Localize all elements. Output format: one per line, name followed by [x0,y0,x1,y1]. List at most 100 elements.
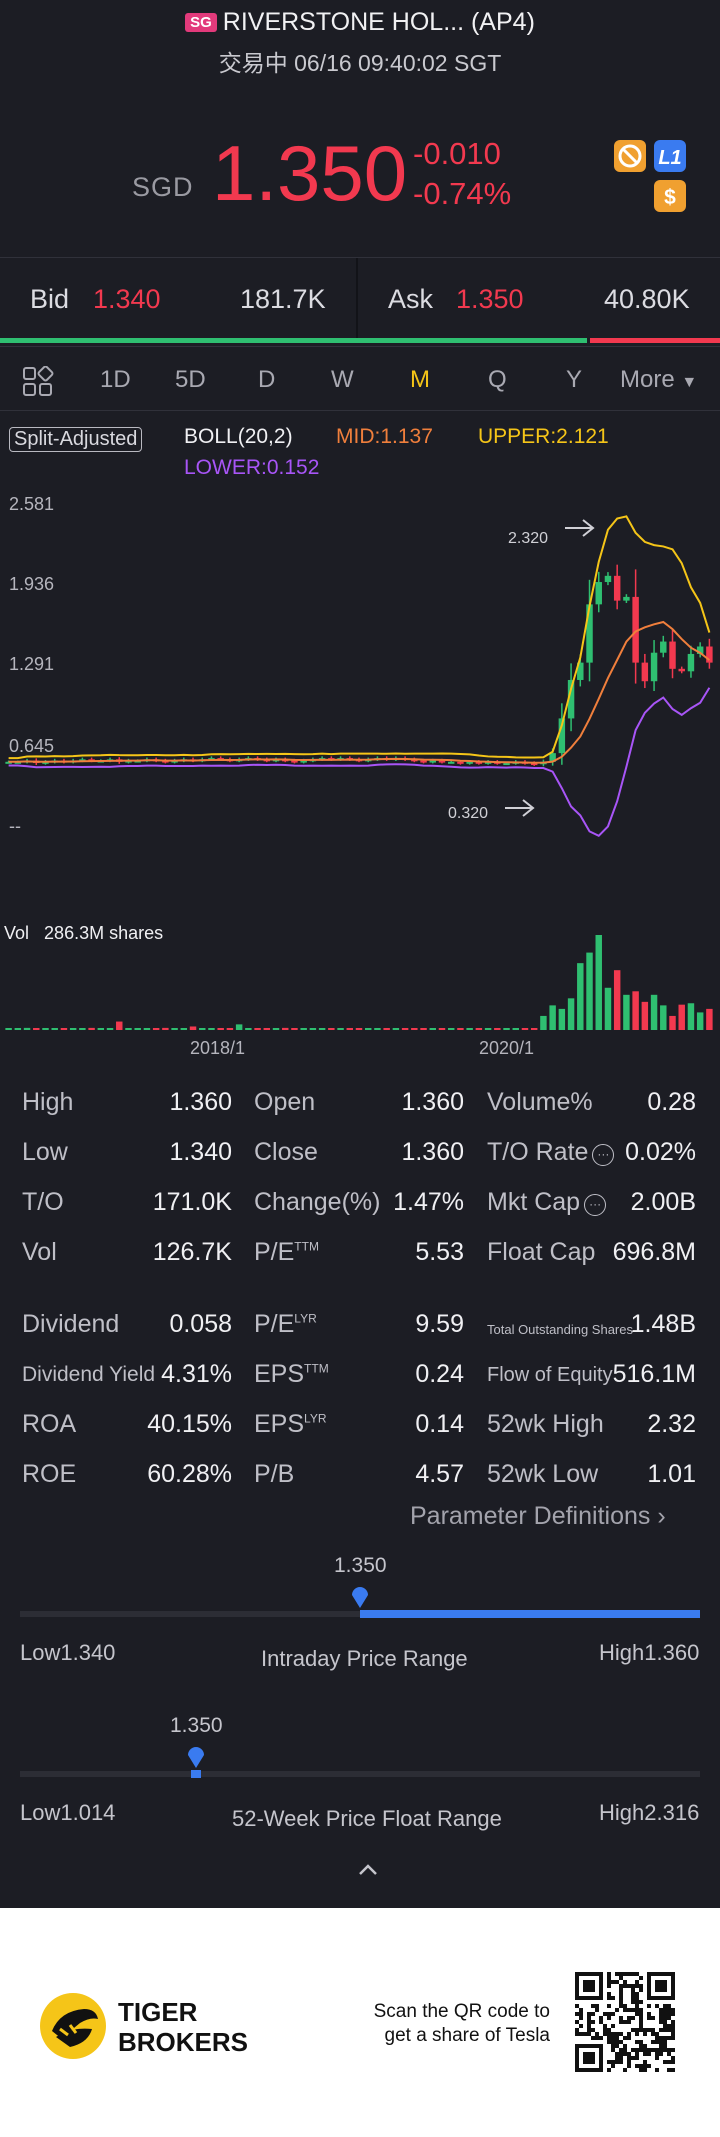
tab-quarter[interactable]: Q [488,366,507,393]
stat-label-text: ROA [22,1410,77,1438]
week52-caption: 52-Week Price Float Range [232,1806,502,1831]
volume-bar [51,1028,58,1030]
candle-body [623,596,630,601]
volume-bar [300,1028,307,1030]
stat-label: High [22,1088,73,1117]
stat-label-text: Vol [22,1238,57,1266]
currency-label: SGD [132,172,194,202]
candle-body [660,641,667,653]
y-tick: -- [9,816,21,836]
stat-label-text: EPS [254,1360,305,1388]
volume-bar [447,1028,455,1030]
scan-line2: get a share of Tesla [384,2025,550,2046]
volume-bar [79,1028,86,1030]
min-label: 0.320 [448,805,488,822]
volume-bar [577,963,584,1030]
y-tick: 0.645 [9,736,54,756]
price-chart[interactable]: 2.581 1.936 1.291 0.645 -- 2.320 0.320 [0,0,720,1060]
volume-bar [678,1004,685,1030]
stat-superscript: TTM [304,1361,329,1376]
candle-body [429,760,436,763]
tab-5d[interactable]: 5D [175,366,206,393]
candle-body [595,582,602,605]
level1-icon[interactable]: L1 [654,140,686,172]
stat-value: 9.59 [415,1310,464,1338]
candle-body [641,662,649,682]
candle-body [503,763,510,766]
brand-line1: TIGER [118,1997,198,2027]
stat-label-text: P/E [254,1310,295,1338]
stock-title: SG RIVERSTONE HOL... (AP4) [0,8,720,37]
tab-1d[interactable]: 1D [100,366,131,393]
volume-bar [134,1028,141,1030]
volume-bar [530,1028,538,1030]
volume-bar [125,1028,132,1030]
stat-label: Close [254,1138,318,1167]
volume-bar [208,1028,215,1030]
candle-body [613,575,621,601]
stat-label-text: Dividend Yield [22,1363,156,1386]
candle-body [134,760,141,763]
volume-bar [401,1028,409,1030]
volume-bar [189,1026,197,1030]
volume-bar [346,1028,354,1030]
tab-week[interactable]: W [331,366,354,393]
candle-body [549,753,556,762]
volume-bar [272,1028,280,1030]
stat-label: Change(%) [254,1188,380,1217]
tab-month[interactable]: M [410,366,430,393]
vol-value: 286.3M shares [44,923,164,943]
indicator-name[interactable]: BOLL(20,2) [184,425,293,448]
stat-label: Low [22,1138,68,1167]
no-ads-icon[interactable] [614,140,646,172]
tab-more-label: More [620,366,675,393]
volume-bar [14,1028,22,1030]
vol-title: Vol [4,923,30,943]
stat-value: 1.48B [630,1310,696,1338]
dollar-icon[interactable]: $ [654,180,686,212]
brand-name: TIGER BROKERS [118,1997,248,2057]
volume-bar [318,1028,326,1030]
tab-more[interactable]: More ▼ [620,366,697,394]
candle-body [466,761,473,764]
volume-bar [106,1028,114,1030]
volume-bar [420,1028,427,1030]
stat-label: 52wk High [487,1410,604,1439]
volume-bar [457,1028,464,1030]
svg-text:L1: L1 [658,147,681,169]
stat-label-text: Change(%) [254,1188,381,1216]
parameter-definitions-link[interactable]: Parameter Definitions › [410,1502,666,1531]
boll-mid: MID:1.137 [336,425,433,448]
tab-year[interactable]: Y [566,366,583,393]
week52-current: 1.350 [170,1714,223,1737]
volume-bar [143,1028,151,1030]
volume-bar [429,1028,436,1030]
volume-bar [650,994,658,1030]
intraday-high: High1.360 [599,1640,700,1665]
stat-superscript: LYR [294,1311,317,1326]
volume-bar [291,1028,298,1030]
stat-value: 1.360 [169,1088,232,1116]
ask-price: 1.350 [456,284,524,314]
stat-label-text: Close [254,1138,318,1166]
divider [0,410,720,411]
candle-body [669,641,676,669]
info-icon[interactable]: ··· [592,1144,615,1166]
volume-bar [217,1028,224,1030]
stat-value: 1.360 [401,1088,464,1116]
divider [0,257,720,258]
volume-bar [23,1027,31,1030]
volume-bar [586,952,593,1030]
bid-label: Bid [30,284,70,314]
y-tick: 1.291 [9,654,54,674]
candle-body [696,646,704,654]
volume-label: Vol 286.3M shares [4,923,163,944]
info-icon[interactable]: ··· [584,1194,607,1216]
candle-body [438,760,446,763]
tab-day[interactable]: D [258,366,276,393]
volume-bar [466,1028,473,1030]
split-adjusted-toggle[interactable]: Split-Adjusted [9,427,143,452]
volume-bar [512,1028,519,1030]
stat-label-text: P/B [254,1460,295,1488]
volume-bar [411,1028,418,1030]
